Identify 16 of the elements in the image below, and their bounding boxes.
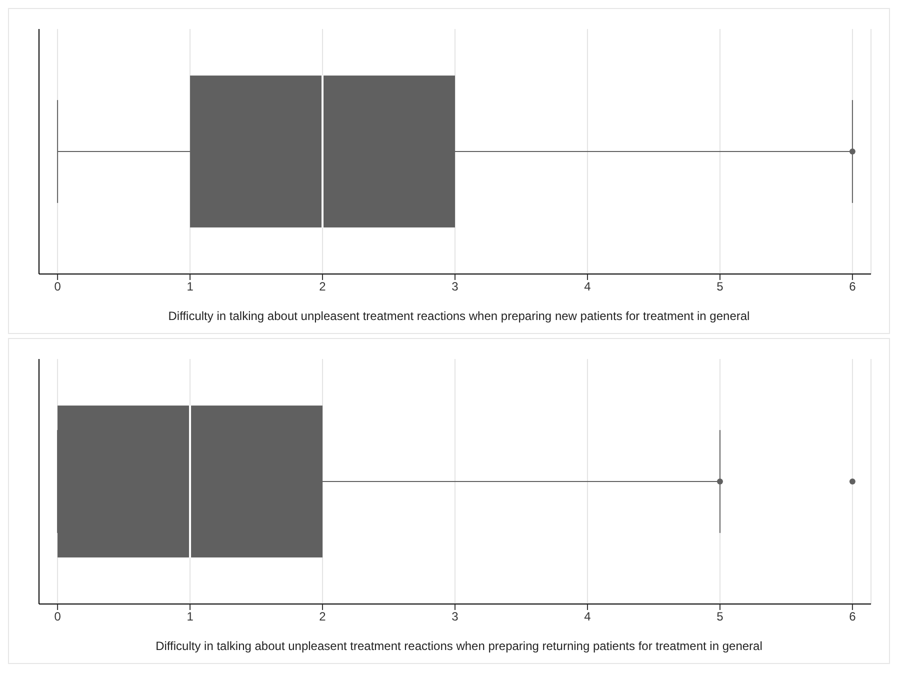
- x-tick-label: 3: [452, 280, 459, 294]
- x-tick-label: 1: [186, 610, 194, 624]
- x-tick-label: 3: [452, 610, 459, 624]
- x-tick-label: 4: [584, 280, 592, 294]
- x-axis-title: Difficulty in talking about unpleasent treatment reactions when preparing returning patients for treatment in general: [154, 639, 764, 655]
- x-tick-label: 6: [849, 280, 856, 294]
- x-tick-label: 1: [186, 280, 194, 294]
- x-tick-label: 4: [584, 610, 592, 624]
- x-tick-label: 2: [319, 610, 326, 624]
- x-tick-label: 5: [716, 610, 724, 624]
- x-tick-label: 0: [54, 610, 62, 624]
- x-axis-title: Difficulty in talking about unpleasent treatment reactions when preparing new patients for treatment in general: [167, 309, 751, 325]
- x-tick-label: 5: [716, 280, 724, 294]
- x-tick-label: 6: [849, 610, 856, 624]
- x-tick-label: 0: [54, 280, 62, 294]
- x-tick-label: 2: [319, 280, 326, 294]
